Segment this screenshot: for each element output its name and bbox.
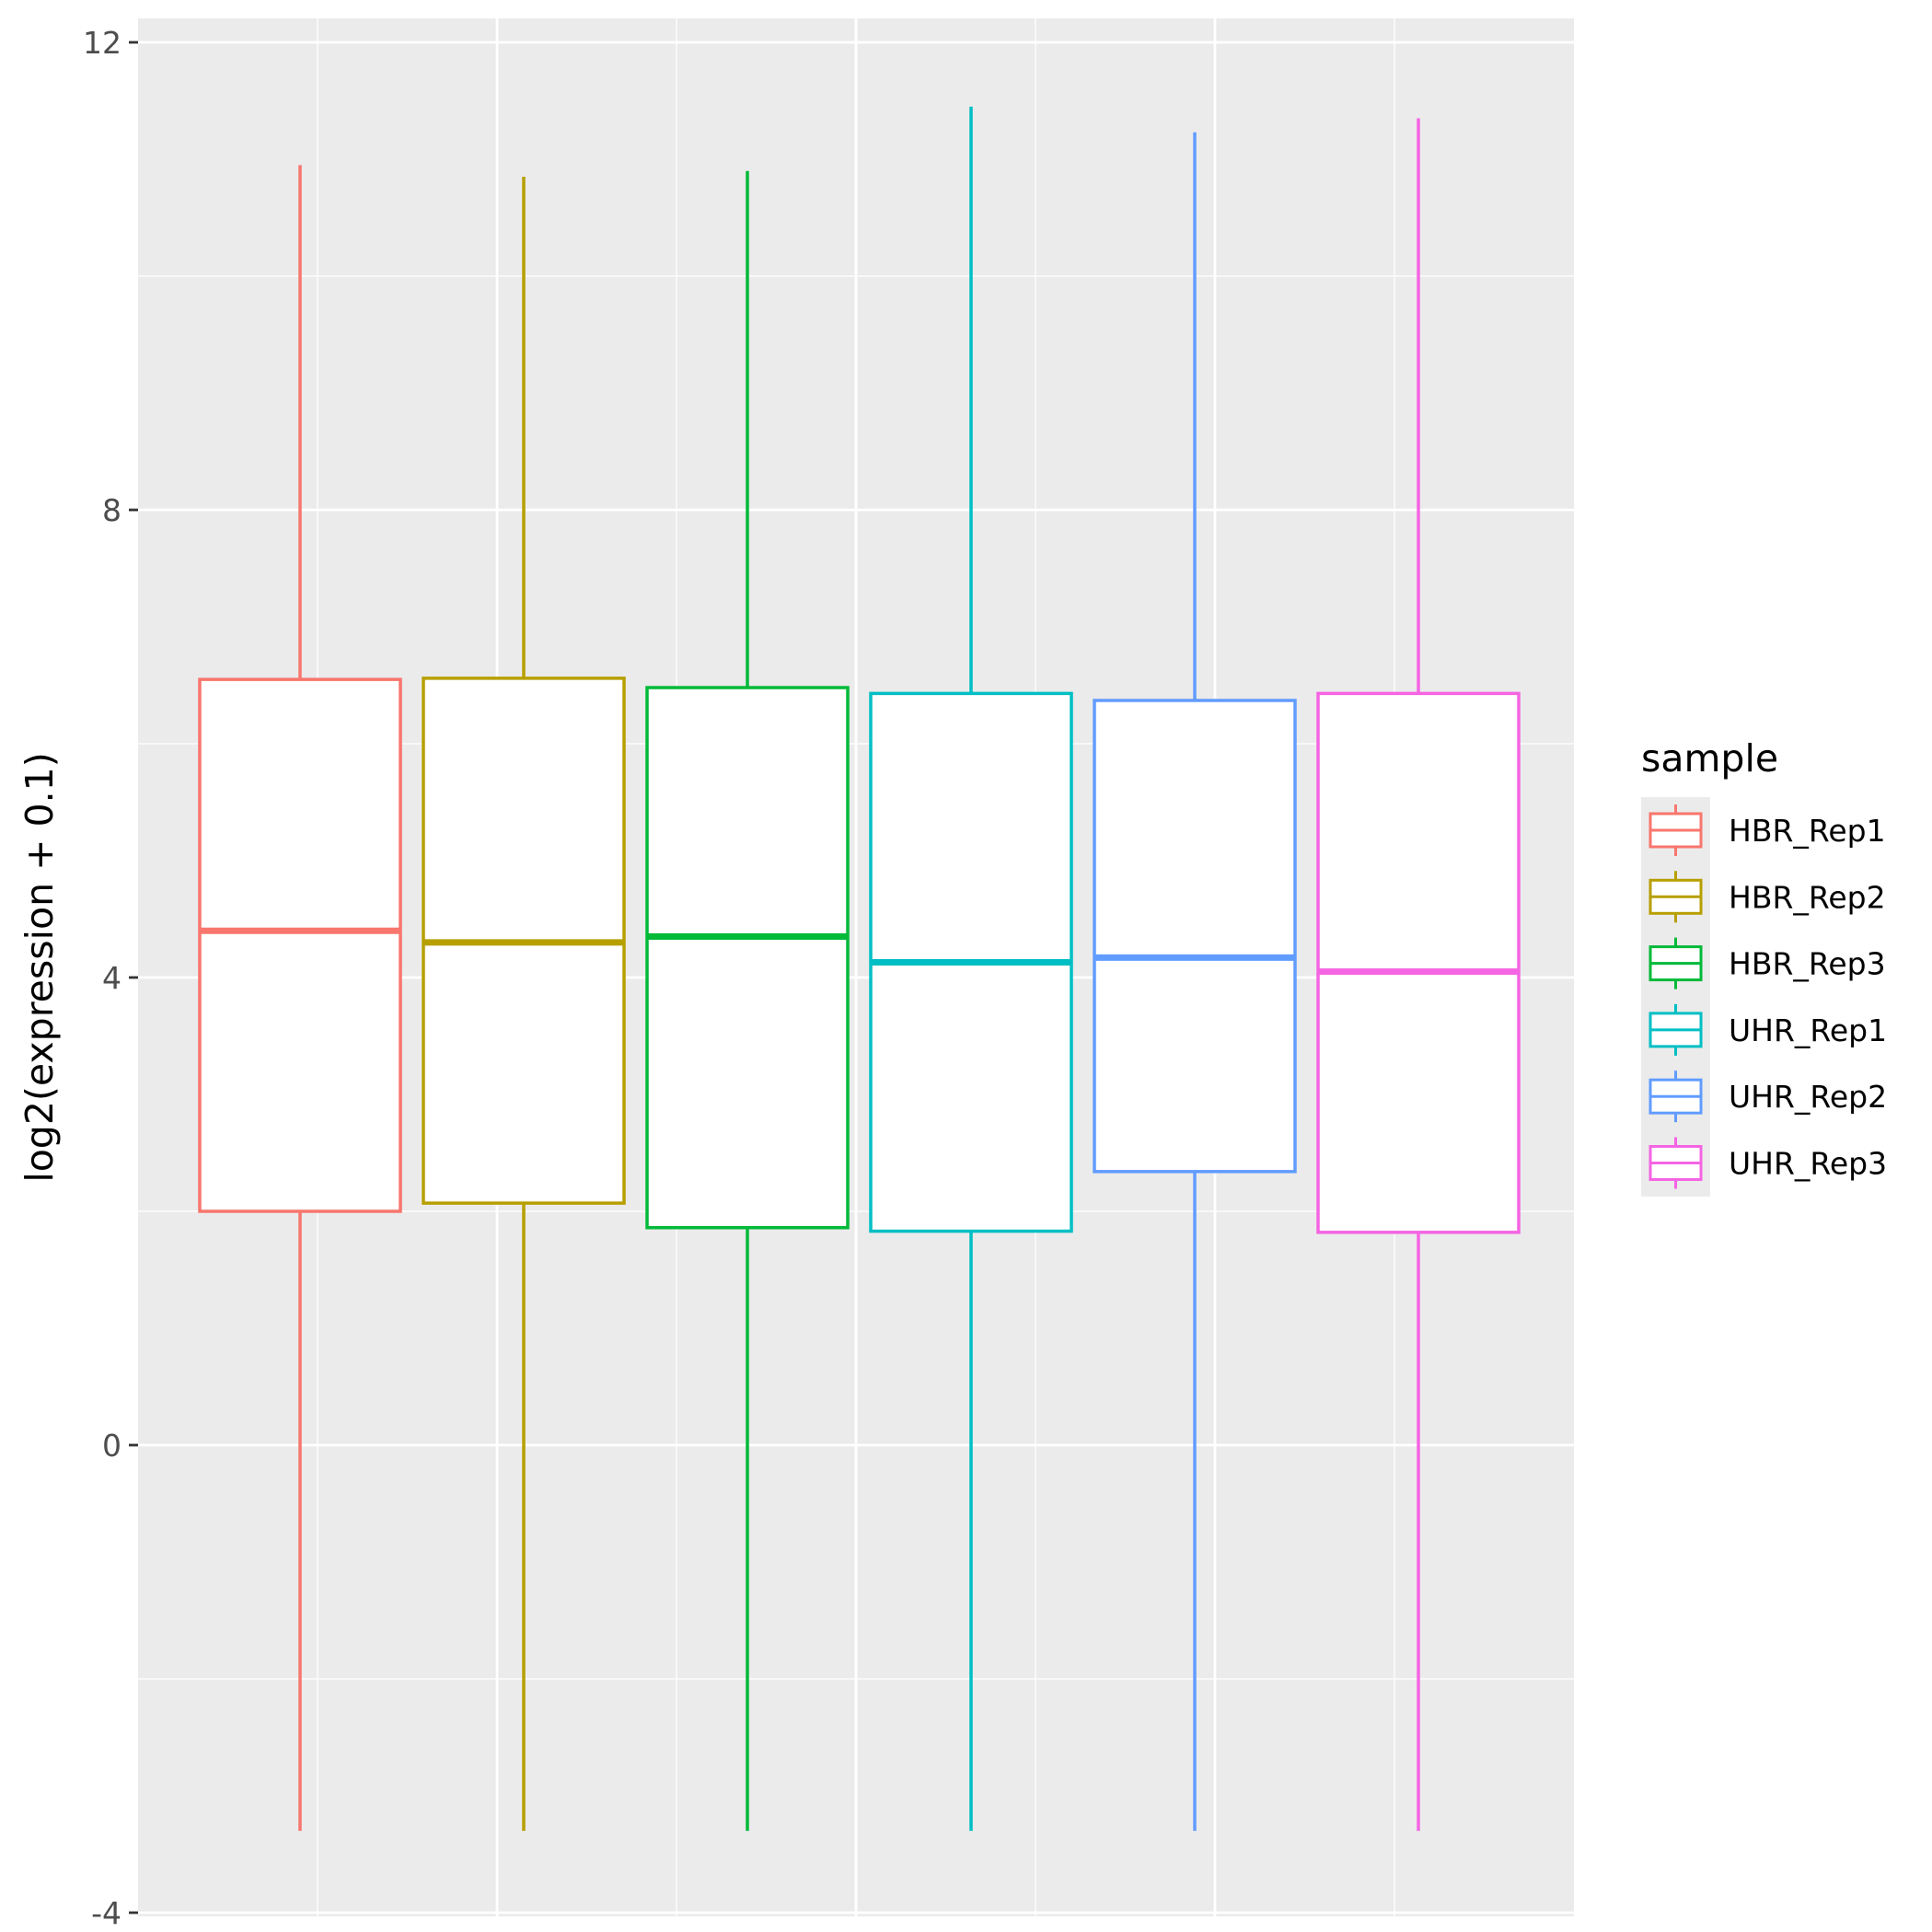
legend-key-background	[1641, 797, 1710, 1197]
box-UHR_Rep1	[869, 106, 1073, 1832]
box-iqr	[198, 677, 402, 1213]
box-iqr	[1093, 699, 1297, 1174]
legend-item-UHR_Rep2: UHR_Rep2	[1649, 1070, 1887, 1123]
y-axis-title: log2(expression + 0.1)	[17, 752, 62, 1182]
legend-item-HBR_Rep3: HBR_Rep3	[1649, 937, 1886, 989]
box-UHR_Rep3	[1316, 118, 1521, 1832]
y-tick-label: 0	[102, 1428, 121, 1463]
legend-label: UHR_Rep1	[1729, 1012, 1887, 1048]
legend-label: HBR_Rep2	[1729, 879, 1886, 915]
y-axis: -4 0 4 8 12	[83, 25, 138, 1931]
legend-label: UHR_Rep3	[1729, 1146, 1887, 1182]
y-tick-label: 4	[102, 960, 121, 996]
legend: sample HBR_Rep1 HBR_Rep2 HBR_Rep3 UHR_Rep1 U…	[1641, 736, 1887, 1197]
legend-item-UHR_Rep1: UHR_Rep1	[1649, 1003, 1887, 1056]
box-HBR_Rep2	[422, 177, 626, 1832]
legend-label: HBR_Rep1	[1729, 813, 1886, 849]
box-UHR_Rep2	[1093, 132, 1297, 1832]
legend-item-UHR_Rep3: UHR_Rep3	[1649, 1137, 1887, 1189]
y-tick-label: 8	[102, 492, 121, 528]
boxes	[198, 106, 1521, 1832]
box-HBR_Rep3	[645, 170, 850, 1832]
box-iqr	[645, 686, 850, 1230]
box-iqr	[1316, 691, 1521, 1234]
legend-label: HBR_Rep3	[1729, 946, 1886, 982]
box-HBR_Rep1	[198, 165, 402, 1832]
y-tick-label: -4	[91, 1895, 121, 1931]
legend-item-HBR_Rep2: HBR_Rep2	[1649, 871, 1886, 923]
legend-label: UHR_Rep2	[1729, 1079, 1887, 1115]
legend-title: sample	[1641, 736, 1778, 781]
y-tick-label: 12	[83, 25, 121, 61]
legend-item-HBR_Rep1: HBR_Rep1	[1649, 804, 1886, 856]
